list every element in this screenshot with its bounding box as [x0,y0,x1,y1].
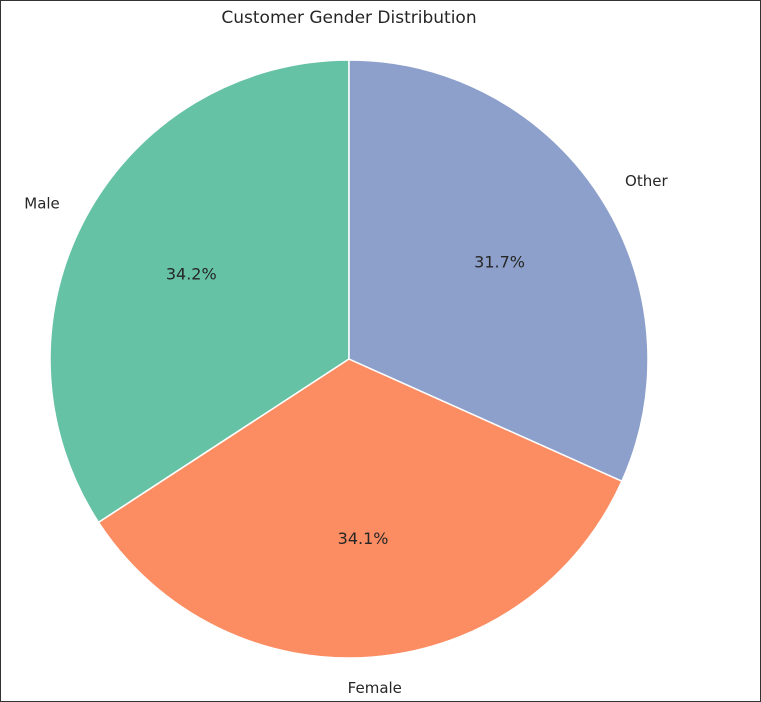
pct-label-other: 31.7% [474,252,525,271]
pct-label-male: 34.2% [166,265,217,284]
pie-slice-female [97,358,623,659]
slice-label-female: Female [348,679,402,697]
slice-label-other: Other [625,172,668,190]
pie-labels: Male 34.2% Female 34.1% Other 31.7% [24,172,668,697]
slice-label-male: Male [24,194,60,212]
pct-label-female: 34.1% [338,529,389,548]
pie-slices [49,59,649,659]
pie-slice-male [49,59,350,524]
chart-title: Customer Gender Distribution [221,8,476,28]
pie-slice-other [348,59,649,483]
